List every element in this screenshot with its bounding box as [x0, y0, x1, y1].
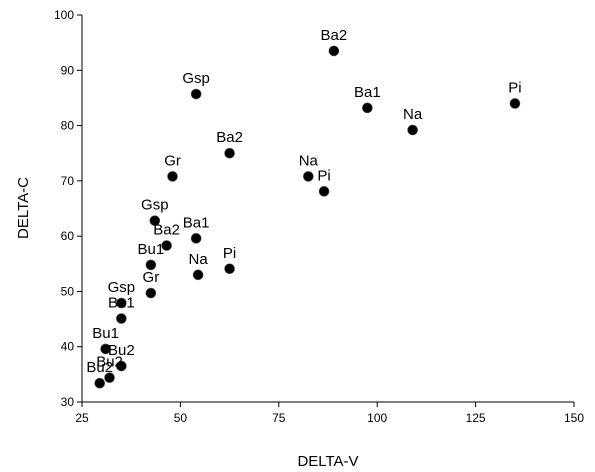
data-point [303, 171, 314, 182]
data-point [509, 98, 521, 109]
data-point [149, 215, 161, 226]
point-label: Gsp [182, 70, 210, 87]
x-tick-label: 75 [272, 411, 286, 425]
x-ticks: 25 50 75 100 125 150 [75, 402, 584, 425]
point-label: Na [189, 251, 209, 268]
x-tick-label: 25 [75, 411, 89, 425]
point-label: Bu1 [108, 295, 135, 312]
data-point [190, 233, 202, 244]
data-point [145, 259, 157, 271]
y-axis-title: DELTA-C [15, 177, 32, 239]
point-label: Pi [508, 79, 521, 96]
data-point [362, 102, 373, 114]
data-point [104, 372, 115, 383]
y-tick-label: 100 [54, 8, 74, 22]
y-tick-label: 60 [61, 229, 75, 243]
point-label: Ba1 [183, 214, 210, 231]
point-label: Na [403, 106, 423, 123]
data-point [328, 45, 340, 57]
data-point [190, 88, 202, 100]
data-point [318, 186, 330, 197]
data-points [94, 45, 521, 389]
data-point [224, 263, 235, 275]
point-label: Bu1 [92, 325, 119, 342]
point-label: Bu2 [108, 342, 135, 359]
x-axis-title: DELTA-V [297, 453, 358, 470]
axes [81, 15, 574, 403]
data-point [224, 147, 235, 159]
y-tick-label: 40 [61, 340, 75, 354]
y-ticks: 30 40 50 60 70 80 90 100 [54, 8, 82, 409]
data-point [161, 240, 172, 251]
y-tick-label: 50 [61, 284, 75, 298]
x-tick-label: 50 [174, 411, 188, 425]
point-label: Pi [223, 245, 236, 262]
y-tick-label: 30 [61, 395, 75, 409]
data-point [167, 171, 178, 182]
data-point [94, 377, 106, 389]
data-point [100, 343, 111, 355]
point-label: Gr [143, 269, 160, 286]
point-label: Pi [317, 167, 330, 184]
y-tick-label: 70 [61, 174, 75, 188]
point-label: Gsp [108, 279, 136, 296]
point-label: Gr [164, 152, 181, 169]
data-point [407, 124, 418, 136]
data-point [145, 287, 157, 299]
point-label: Ba1 [354, 84, 381, 101]
point-label: Bu1 [138, 241, 165, 258]
point-label: Gsp [141, 197, 169, 214]
y-tick-label: 80 [61, 119, 75, 133]
x-tick-label: 150 [564, 411, 584, 425]
x-tick-label: 125 [466, 411, 486, 425]
point-label: Ba2 [321, 27, 348, 44]
data-point [116, 297, 127, 309]
point-label: Ba2 [216, 129, 243, 146]
point-label: Bu2 [96, 354, 123, 371]
y-tick-label: 90 [61, 63, 75, 77]
data-point [116, 313, 127, 324]
x-tick-label: 100 [367, 411, 387, 425]
point-label: Na [299, 152, 319, 169]
data-point [116, 360, 127, 372]
point-label: Ba2 [153, 222, 180, 239]
point-label: Bu2 [86, 359, 113, 376]
data-point [192, 269, 204, 281]
